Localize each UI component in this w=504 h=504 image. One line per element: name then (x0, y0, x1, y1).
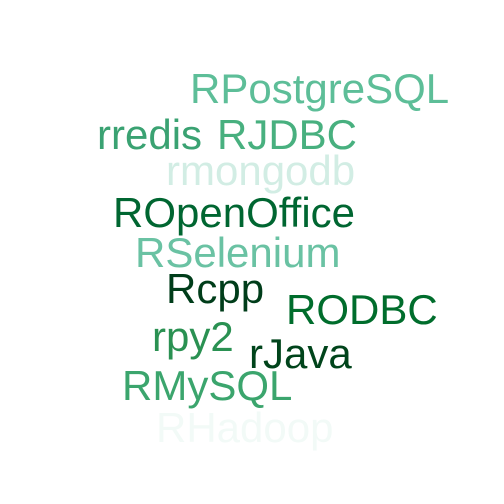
word-rcpp: Rcpp (166, 265, 265, 312)
word-rjdbc: RJDBC (217, 111, 358, 158)
word-rhadoop: RHadoop (156, 404, 334, 451)
word-rpostgresql: RPostgreSQL (190, 65, 450, 112)
word-rselenium: RSelenium (135, 229, 341, 276)
word-rodbc: RODBC (286, 286, 438, 333)
word-rpy2: rpy2 (152, 313, 234, 360)
word-rjava: rJava (249, 330, 352, 377)
word-ropenoffice: ROpenOffice (113, 189, 356, 236)
word-rredis: rredis (97, 111, 203, 158)
word-rmysql: RMySQL (122, 362, 293, 409)
word-rmongodb: rmongodb (166, 147, 356, 194)
